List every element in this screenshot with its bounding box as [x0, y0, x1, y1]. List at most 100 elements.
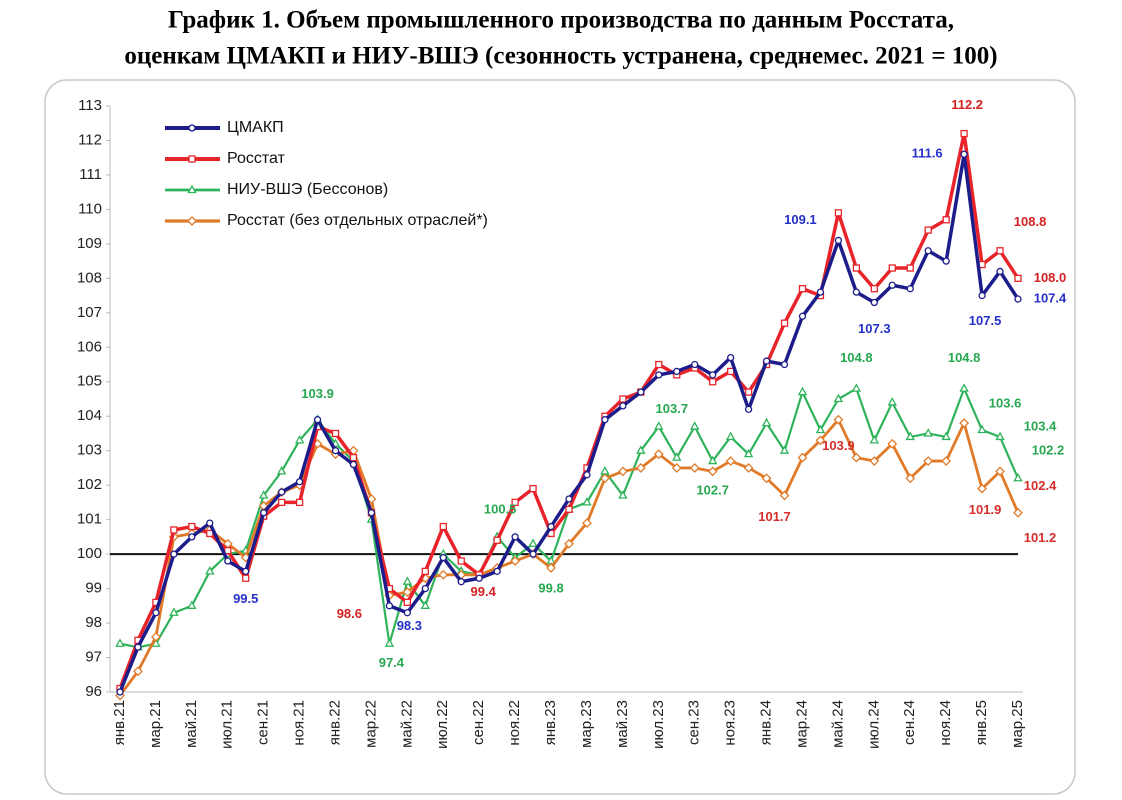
x-tick-label: янв.22 [326, 700, 343, 745]
data-label: 107.3 [858, 321, 891, 336]
x-tick-label: сен.22 [470, 700, 487, 745]
marker [707, 455, 718, 465]
marker [457, 578, 465, 586]
marker [654, 421, 664, 430]
marker [1013, 472, 1023, 482]
x-tick-label: мар.22 [362, 700, 379, 748]
marker [960, 129, 968, 138]
marker [816, 288, 825, 296]
marker [493, 536, 501, 544]
marker [617, 466, 628, 477]
data-label: 108.8 [1014, 214, 1047, 229]
x-tick-label: сен.23 [686, 700, 703, 745]
y-tick-label: 102 [77, 476, 102, 493]
marker [493, 567, 501, 576]
data-label: 103.7 [656, 401, 689, 416]
marker [691, 360, 699, 369]
marker [995, 431, 1005, 441]
x-tick-label: ноя.21 [291, 700, 308, 746]
legend-label: НИУ-ВШЭ (Бессонов) [227, 181, 388, 198]
y-tick-label: 106 [77, 338, 102, 355]
marker [762, 357, 771, 365]
marker [583, 471, 591, 479]
data-label: 99.8 [538, 580, 563, 595]
marker [240, 552, 251, 563]
marker [852, 288, 861, 296]
marker [870, 285, 878, 293]
y-tick-label: 100 [77, 545, 102, 562]
y-tick-label: 97 [85, 648, 102, 665]
marker [887, 438, 898, 449]
marker [834, 236, 843, 245]
marker [439, 553, 447, 562]
x-tick-label: ноя.24 [937, 700, 954, 746]
data-label: 103.9 [822, 438, 855, 453]
x-tick-label: ноя.22 [506, 700, 523, 746]
marker [815, 424, 826, 434]
marker [564, 538, 574, 549]
data-label: 99.4 [471, 584, 497, 599]
chart-frame [44, 79, 1076, 795]
marker [635, 463, 646, 473]
marker [869, 435, 880, 444]
marker [761, 473, 772, 484]
marker [673, 367, 681, 376]
marker [511, 498, 519, 507]
marker [565, 505, 573, 513]
data-label: 98.6 [337, 606, 362, 621]
x-tick-label: июл.23 [650, 700, 667, 749]
marker [743, 463, 754, 473]
marker [582, 497, 592, 506]
data-label: 102.4 [1024, 478, 1057, 493]
data-label: 108.0 [1034, 270, 1067, 285]
legend-label: ЦМАКП [227, 119, 284, 136]
marker [438, 569, 449, 580]
y-tick-label: 109 [77, 235, 102, 252]
marker [942, 257, 950, 265]
marker [637, 388, 645, 396]
marker [242, 567, 250, 576]
marker [672, 452, 682, 461]
marker [294, 435, 305, 444]
marker [996, 247, 1004, 255]
x-tick-label: мар.21 [147, 700, 164, 748]
data-label: 102.2 [1032, 443, 1065, 458]
marker [242, 574, 250, 582]
marker [420, 600, 431, 609]
marker [869, 456, 880, 466]
marker [833, 393, 844, 403]
y-tick-label: 99 [85, 580, 102, 597]
data-label: 104.8 [840, 350, 873, 365]
marker [169, 607, 179, 616]
y-tick-label: 98 [85, 614, 102, 631]
legend-label: Росстат [227, 150, 286, 167]
marker [905, 431, 915, 441]
marker [779, 445, 790, 454]
marker [851, 383, 862, 392]
data-label: 103.6 [989, 395, 1022, 410]
x-tick-label: янв.24 [758, 700, 775, 745]
marker [924, 226, 932, 234]
marker [403, 609, 412, 617]
marker [367, 509, 376, 517]
marker [116, 688, 124, 696]
marker [187, 216, 197, 226]
marker [942, 216, 950, 224]
marker [152, 609, 160, 617]
marker [618, 490, 628, 499]
marker [906, 285, 914, 293]
marker [277, 498, 286, 507]
marker [959, 383, 969, 392]
marker [529, 484, 537, 493]
marker [565, 495, 573, 503]
marker [707, 466, 718, 477]
marker [725, 456, 736, 466]
marker [636, 445, 646, 454]
data-label: 102.7 [696, 482, 729, 497]
marker [870, 298, 878, 307]
x-tick-label: янв.23 [542, 700, 559, 745]
marker [996, 267, 1004, 276]
x-tick-label: июл.22 [434, 700, 451, 749]
marker [761, 417, 772, 427]
